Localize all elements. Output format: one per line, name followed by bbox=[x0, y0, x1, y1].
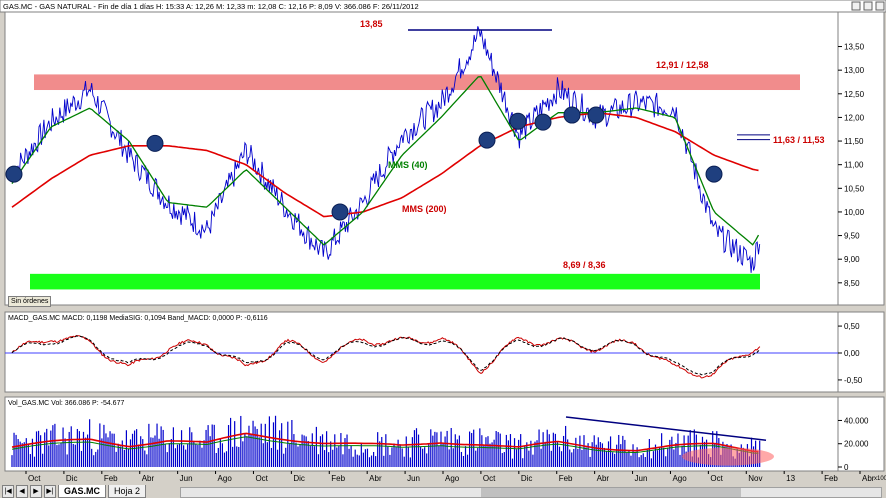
next-sheet-icon[interactable]: ▶ bbox=[30, 484, 42, 498]
macd-y-tick-label: 0,00 bbox=[844, 349, 860, 358]
tab-gas-mc[interactable]: GAS.MC bbox=[58, 484, 106, 498]
x-tick-label: Jun bbox=[180, 474, 193, 483]
prev-sheet-icon[interactable]: ◀ bbox=[16, 484, 28, 498]
maximize-icon bbox=[863, 1, 873, 11]
price-y-tick-label: 9,50 bbox=[844, 232, 860, 241]
x-tick-label: Feb bbox=[559, 474, 573, 483]
x-tick-label: Ago bbox=[218, 474, 233, 483]
crossover-circle bbox=[5, 165, 23, 183]
macd-header: MACD_GAS.MC MACD: 0,1198 MediaSIG: 0,109… bbox=[8, 315, 268, 322]
crossover-circle bbox=[563, 106, 581, 124]
x-tick-label: Nov bbox=[748, 474, 762, 483]
macd-series bbox=[11, 334, 761, 379]
x-tick-label: Jun bbox=[407, 474, 420, 483]
volume-y-tick-label: 0 bbox=[844, 463, 849, 472]
annotation-support: 8,69 / 8,36 bbox=[563, 260, 606, 270]
crossover-circle bbox=[534, 113, 552, 131]
title-bar bbox=[0, 0, 886, 13]
x-tick-label: Dic bbox=[521, 474, 533, 483]
scrollbar-thumb[interactable] bbox=[481, 488, 741, 497]
price-panel-axis bbox=[837, 11, 885, 306]
horizontal-scrollbar[interactable] bbox=[180, 487, 882, 498]
crossover-circle bbox=[587, 106, 605, 124]
annotation-midlevel: 11,63 / 11,53 bbox=[773, 135, 825, 145]
price-y-tick-label: 11,00 bbox=[844, 161, 864, 170]
x-tick-label: Oct bbox=[28, 474, 41, 483]
last-sheet-icon[interactable]: ▶| bbox=[44, 484, 56, 498]
crossover-circle bbox=[331, 203, 349, 221]
first-sheet-icon[interactable]: |◀ bbox=[2, 484, 14, 498]
resistance-band bbox=[34, 74, 800, 91]
crossover-circle bbox=[478, 131, 496, 149]
volume-y-tick-label: 20.000 bbox=[844, 440, 869, 449]
x-tick-label: Oct bbox=[255, 474, 268, 483]
chart-header: GAS.MC - GAS NATURAL - Fin de día 1 días… bbox=[3, 2, 419, 11]
annotation-resistance: 12,91 / 12,58 bbox=[656, 60, 709, 70]
crossover-circle bbox=[705, 165, 723, 183]
macd-y-tick-label: -0,50 bbox=[844, 376, 863, 385]
orders-button[interactable]: Sin órdenes bbox=[8, 296, 52, 307]
mms200-series bbox=[11, 112, 759, 218]
price-y-tick-label: 13,00 bbox=[844, 66, 865, 75]
volume-trend-line bbox=[565, 416, 767, 441]
macd-signal-series bbox=[11, 335, 761, 376]
x-tick-label: Feb bbox=[104, 474, 118, 483]
price-y-tick-label: 8,50 bbox=[844, 279, 860, 288]
x-tick-label: Oct bbox=[710, 474, 723, 483]
volume-header: Vol_GAS.MC Vol: 366.086 P: -54.677 bbox=[8, 400, 124, 407]
x-tick-label: Abr bbox=[862, 474, 875, 483]
x-tick-label: Abr bbox=[597, 474, 610, 483]
zoom-label[interactable]: x100 bbox=[874, 476, 886, 482]
annotation-peak: 13,85 bbox=[360, 19, 383, 29]
annotation-mms200: MMS (200) bbox=[402, 204, 447, 214]
annotation-mms40: MMS (40) bbox=[388, 160, 428, 170]
price-y-tick-label: 13,50 bbox=[844, 43, 865, 52]
x-tick-label: Oct bbox=[483, 474, 496, 483]
macd-panel bbox=[4, 311, 839, 393]
support-band bbox=[30, 273, 760, 290]
price-y-tick-label: 9,00 bbox=[844, 255, 860, 264]
price-y-tick-label: 12,50 bbox=[844, 90, 865, 99]
close-icon bbox=[875, 1, 885, 11]
volume-avg-short bbox=[11, 436, 759, 454]
price-y-tick-label: 10,00 bbox=[844, 208, 865, 217]
x-tick-label: Jun bbox=[635, 474, 648, 483]
crossover-circle bbox=[146, 134, 164, 152]
price-series bbox=[11, 26, 761, 273]
volume-panel-axis bbox=[837, 396, 885, 472]
tab-hoja-2[interactable]: Hoja 2 bbox=[108, 484, 147, 498]
volume-avg-long bbox=[11, 432, 759, 453]
x-tick-label: Abr bbox=[142, 474, 155, 483]
x-tick-label: Ago bbox=[672, 474, 687, 483]
minimize-icon bbox=[851, 1, 861, 11]
x-tick-label: Abr bbox=[369, 474, 382, 483]
price-y-tick-label: 10,50 bbox=[844, 184, 865, 193]
price-panel bbox=[4, 11, 839, 306]
x-tick-label: Feb bbox=[331, 474, 345, 483]
x-tick-label: Dic bbox=[66, 474, 78, 483]
crossover-circle bbox=[509, 112, 527, 130]
macd-y-tick-label: 0,50 bbox=[844, 322, 860, 331]
x-tick-label: Feb bbox=[824, 474, 838, 483]
macd-panel-axis bbox=[837, 311, 885, 393]
x-tick-label: Ago bbox=[445, 474, 460, 483]
x-tick-label: 13 bbox=[786, 474, 795, 483]
price-y-tick-label: 12,00 bbox=[844, 113, 865, 122]
mms40-series bbox=[11, 76, 760, 246]
volume-highlight-ellipse bbox=[682, 447, 774, 466]
x-tick-label: Dic bbox=[293, 474, 305, 483]
volume-y-tick-label: 40.000 bbox=[844, 416, 869, 425]
price-y-tick-label: 11,50 bbox=[844, 137, 864, 146]
